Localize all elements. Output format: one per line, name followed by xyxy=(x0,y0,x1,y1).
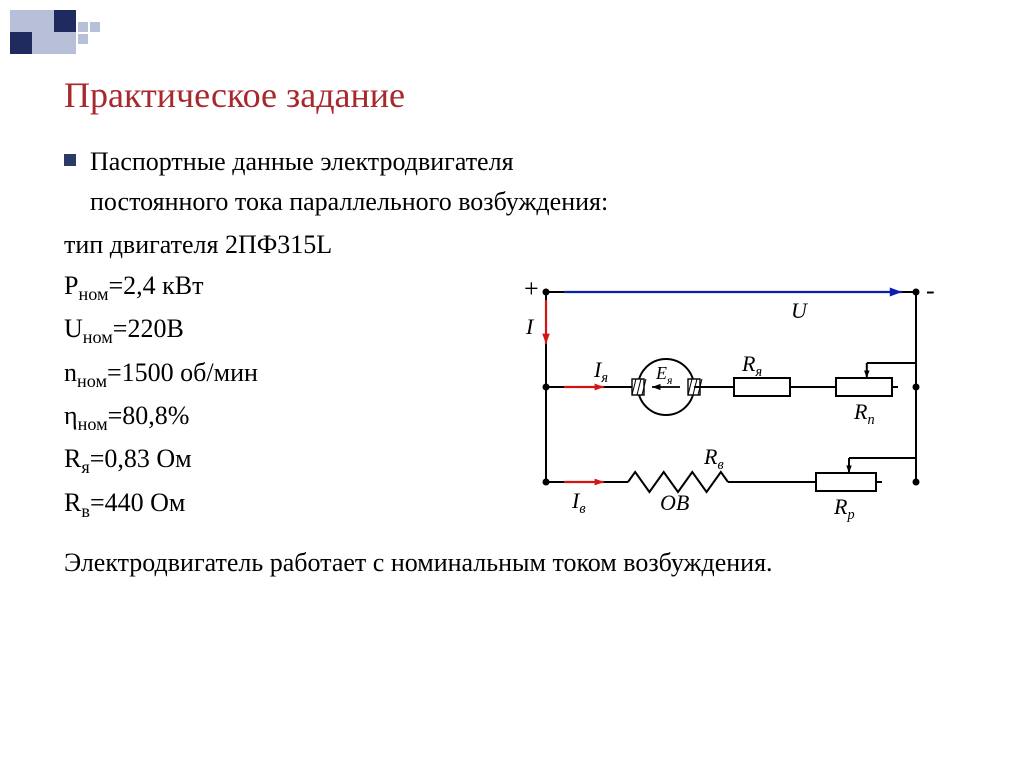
spec-motor-type: тип двигателя 2ПФ315L xyxy=(64,225,988,265)
spec-sub: ном xyxy=(78,284,108,304)
circuit-diagram: +-UIIяEяRяRпIвОВRвRр xyxy=(516,272,956,532)
svg-text:-: - xyxy=(926,276,935,305)
spec-sub: я xyxy=(81,458,89,478)
bullet-item: Паспортные данные электродвигателя посто… xyxy=(64,142,988,223)
svg-text:ОВ: ОВ xyxy=(660,490,689,515)
conclusion-text: Электродвигатель работает с номинальным … xyxy=(64,543,844,583)
svg-text:+: + xyxy=(524,274,539,303)
spec-value: =440 Ом xyxy=(90,488,185,517)
spec-label: U xyxy=(64,314,83,343)
svg-text:Rр: Rр xyxy=(833,494,855,523)
spec-label: η xyxy=(64,401,78,430)
spec-value: 2ПФ315L xyxy=(225,230,332,259)
spec-label: n xyxy=(64,358,77,387)
bullet-square-icon xyxy=(64,154,76,166)
svg-text:I: I xyxy=(525,314,535,339)
svg-text:U: U xyxy=(791,298,809,323)
svg-text:Rя: Rя xyxy=(741,351,762,380)
spec-value: =80,8% xyxy=(108,401,190,430)
spec-sub: ном xyxy=(78,414,108,434)
slide-title: Практическое задание xyxy=(64,74,988,116)
spec-sub: в xyxy=(81,501,90,521)
spec-sub: ном xyxy=(83,327,113,347)
spec-label: P xyxy=(64,271,78,300)
svg-text:Iя: Iя xyxy=(593,357,608,386)
spec-label: R xyxy=(64,444,81,473)
corner-decoration xyxy=(10,10,100,70)
spec-value: =2,4 кВт xyxy=(108,271,203,300)
spec-value: =220В xyxy=(113,314,184,343)
svg-text:Rп: Rп xyxy=(853,399,875,428)
spec-sub: ном xyxy=(77,371,107,391)
spec-label: R xyxy=(64,488,81,517)
spec-label: тип двигателя xyxy=(64,230,225,259)
spec-value: =1500 об/мин xyxy=(107,358,258,387)
svg-text:Iв: Iв xyxy=(571,488,586,517)
svg-text:Rв: Rв xyxy=(703,444,724,473)
bullet-text: Паспортные данные электродвигателя посто… xyxy=(90,142,650,223)
spec-value: =0,83 Ом xyxy=(90,444,192,473)
